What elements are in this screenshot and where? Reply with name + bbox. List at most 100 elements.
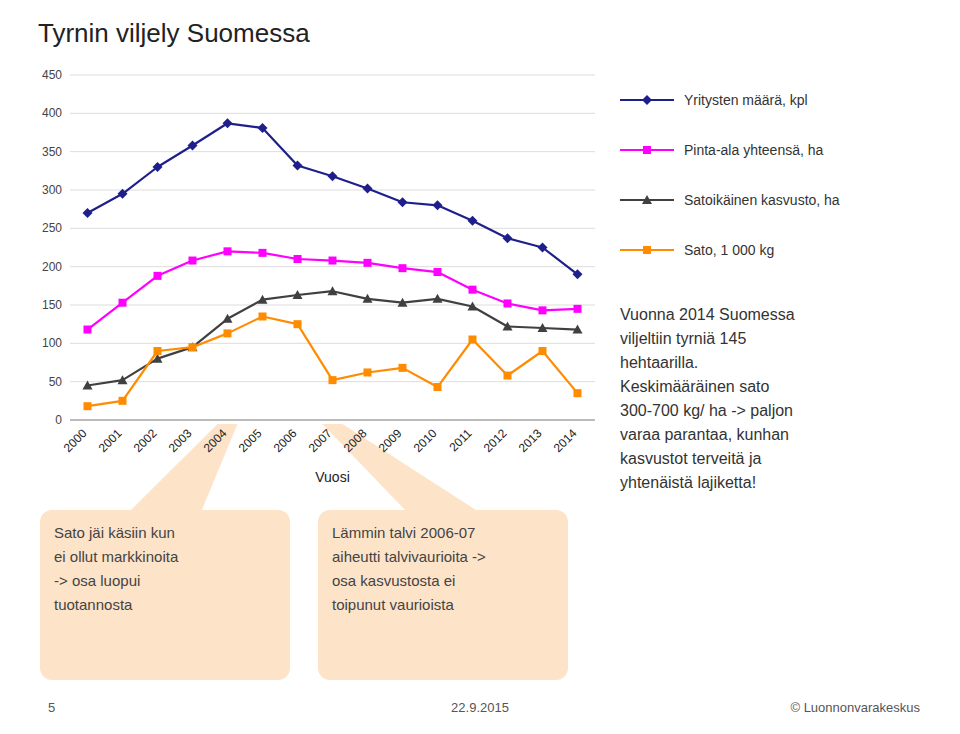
point [259, 249, 267, 257]
callout-box [40, 510, 290, 680]
point [328, 286, 338, 295]
point [154, 272, 162, 280]
point [539, 347, 547, 355]
legend-marker [642, 95, 652, 105]
legend-marker [643, 146, 651, 154]
point [538, 243, 548, 253]
point [119, 397, 127, 405]
x-tick-label: 2002 [131, 426, 160, 455]
point [294, 255, 302, 263]
point [118, 375, 128, 384]
series-line [88, 123, 578, 274]
point [84, 402, 92, 410]
point [504, 372, 512, 380]
point [574, 389, 582, 397]
point [399, 264, 407, 272]
point [398, 197, 408, 207]
y-tick-label: 400 [42, 106, 62, 120]
callout-box [318, 510, 568, 680]
point [539, 306, 547, 314]
point [573, 269, 583, 279]
legend-marker [643, 246, 651, 254]
x-axis-label: Vuosi [315, 469, 350, 485]
x-tick-label: 2006 [271, 426, 300, 455]
y-tick-label: 350 [42, 145, 62, 159]
point [398, 298, 408, 307]
footer: 22.9.2015 [451, 700, 509, 715]
footer: 5 [48, 700, 55, 715]
grid-line [70, 228, 595, 229]
grid-line [70, 420, 595, 421]
point [399, 364, 407, 372]
x-tick-label: 2004 [201, 426, 230, 455]
y-tick-label: 300 [42, 183, 62, 197]
point [224, 329, 232, 337]
legend-label: Yritysten määrä, kpl [684, 92, 808, 108]
y-tick-label: 150 [42, 298, 62, 312]
legend-marker [642, 195, 652, 204]
x-axis-line [70, 420, 595, 421]
series-line [88, 251, 578, 329]
point [538, 323, 548, 332]
point [119, 299, 127, 307]
point [188, 342, 198, 351]
point [293, 160, 303, 170]
y-tick-label: 450 [42, 68, 62, 82]
point [258, 295, 268, 304]
x-axis: 2000200120022003200420052006200720082009… [61, 426, 580, 485]
legend: Yritysten määrä, kpl Pinta-ala yhteensä, … [620, 92, 840, 258]
point [154, 347, 162, 355]
point [574, 305, 582, 313]
x-tick-label: 2005 [236, 426, 265, 455]
legend-label: Sato, 1 000 kg [684, 242, 774, 258]
legend-label: Pinta-ala yhteensä, ha [684, 142, 824, 158]
x-tick-label: 2011 [446, 426, 474, 454]
point [469, 336, 477, 344]
point [329, 257, 337, 265]
point [503, 321, 513, 330]
chart: Tyrnin viljely SuomessaSato jäi käsiin k… [0, 0, 960, 734]
point [83, 208, 93, 218]
x-tick-label: 2014 [551, 426, 580, 455]
point [223, 118, 233, 128]
x-tick-label: 2009 [376, 426, 405, 455]
legend-label: Satoikäinen kasvusto, ha [684, 192, 840, 208]
footer: © Luonnonvarakeskus [790, 700, 920, 715]
point [259, 313, 267, 321]
point [223, 314, 233, 323]
grid-line [70, 113, 595, 114]
y-axis: 0 50 100 150 200 250 300 350 400 450 [42, 68, 595, 427]
point [434, 268, 442, 276]
point [118, 189, 128, 199]
y-tick-label: 200 [42, 260, 62, 274]
point [188, 141, 198, 151]
y-tick-label: 100 [42, 336, 62, 350]
point [83, 381, 93, 390]
y-tick-label: 250 [42, 221, 62, 235]
plot [83, 118, 583, 410]
point [364, 368, 372, 376]
x-tick-label: 2013 [516, 426, 545, 455]
x-tick-label: 2008 [341, 426, 370, 455]
point [363, 183, 373, 193]
point [573, 325, 583, 334]
grid-line [70, 190, 595, 191]
point [468, 216, 478, 226]
y-tick-label: 0 [55, 413, 62, 427]
grid-line [70, 151, 595, 152]
point [84, 326, 92, 334]
point [469, 286, 477, 294]
grid-line [70, 266, 595, 267]
x-tick-label: 2000 [61, 426, 90, 455]
x-tick-label: 2007 [306, 426, 335, 455]
point [503, 233, 513, 243]
point [189, 257, 197, 265]
point [363, 294, 373, 303]
y-tick-label: 50 [49, 375, 63, 389]
callout-pointer [129, 424, 238, 512]
point [433, 200, 443, 210]
point [329, 376, 337, 384]
point [364, 259, 372, 267]
point [434, 383, 442, 391]
point [433, 294, 443, 303]
